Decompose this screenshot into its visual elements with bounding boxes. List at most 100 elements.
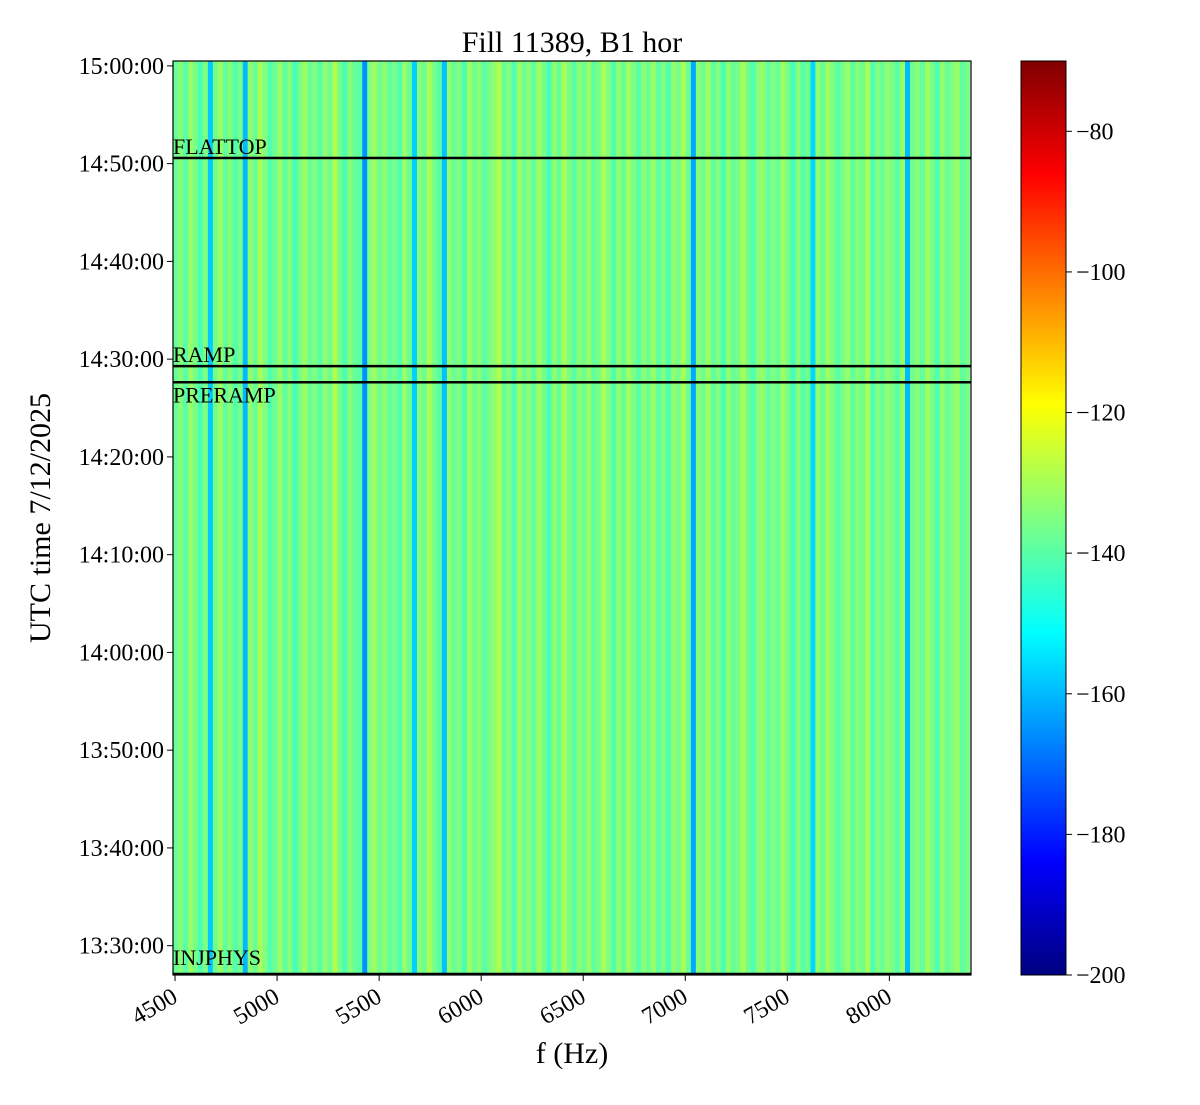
x-axis: 4500 5000 5500 6000 6500 7000 7500 8000 <box>127 975 896 1030</box>
heatmap-cell <box>412 61 418 975</box>
event-markers: FLATTOP RAMP PRERAMP INJPHYS <box>173 134 971 976</box>
heatmap-cell <box>720 61 727 975</box>
heatmap-cell <box>616 61 622 975</box>
x-tick-label: 7500 <box>740 984 795 1031</box>
colorbar-tick-label: −140 <box>1076 541 1126 567</box>
x-tick-label: 4500 <box>127 984 182 1031</box>
heatmap-cell <box>267 61 273 975</box>
heatmap-cell <box>621 61 627 975</box>
heatmap-cell <box>192 61 199 975</box>
heatmap-cell <box>730 61 737 975</box>
y-tick-label: 14:20:00 <box>79 445 164 471</box>
heatmap-cell <box>890 61 896 975</box>
heatmap-cell <box>810 61 816 975</box>
heatmap-cell <box>661 61 667 975</box>
heatmap-cell <box>282 61 288 975</box>
heatmap-cell <box>651 61 657 975</box>
heatmap-cell <box>247 61 253 975</box>
heatmap-cell <box>536 61 542 975</box>
heatmap-cell <box>611 61 617 975</box>
heatmap-cell <box>297 61 303 975</box>
heatmap-cell <box>521 61 527 975</box>
heatmap-cell <box>805 61 811 975</box>
y-tick-label: 14:50:00 <box>79 152 164 178</box>
heatmap-cell <box>900 61 906 975</box>
heatmap-cell <box>551 61 557 975</box>
heatmap-cell <box>491 61 497 975</box>
heatmap-cell <box>446 61 453 975</box>
heatmap-cell <box>177 61 184 975</box>
colorbar-axis: −80 −100 −120 −140 −160 −180 −200 <box>1066 119 1126 989</box>
heatmap-cell <box>745 61 751 975</box>
heatmap-cell <box>795 61 801 975</box>
heatmap-cell <box>885 61 891 975</box>
heatmap-cell <box>685 61 692 975</box>
heatmap-cell <box>571 61 577 975</box>
heatmap-cell <box>212 61 219 975</box>
heatmap-cell <box>367 61 373 975</box>
x-tick-label: 5000 <box>230 984 285 1031</box>
heatmap-cell <box>675 61 682 975</box>
heatmap-cell <box>546 61 552 975</box>
heatmap-cell <box>471 61 478 975</box>
heatmap-cell <box>835 61 841 975</box>
heatmap-cell <box>352 61 358 975</box>
plot-frame <box>172 60 972 976</box>
heatmap-cell <box>641 61 647 975</box>
heatmap-cell <box>820 61 826 975</box>
heatmap-cell <box>606 61 612 975</box>
heatmap-cell <box>461 61 468 975</box>
heatmap-cell <box>934 61 941 975</box>
heatmap-cell <box>855 61 861 975</box>
heatmap-cell <box>187 61 194 975</box>
heatmap-cell <box>944 61 951 975</box>
heatmap-cell <box>924 61 931 975</box>
heatmap-cell <box>845 61 851 975</box>
heatmap-cell <box>860 61 866 975</box>
heatmap-cells <box>173 61 971 975</box>
heatmap-cell <box>202 61 209 975</box>
heatmap-cell <box>825 61 831 975</box>
heatmap-cell <box>875 61 881 975</box>
heatmap-cell <box>631 61 637 975</box>
heatmap-cell <box>725 61 732 975</box>
heatmap-cell <box>387 61 393 975</box>
heatmap-cell <box>237 61 244 975</box>
heatmap-cell <box>302 61 308 975</box>
heatmap-cell <box>531 61 537 975</box>
heatmap-cell <box>182 61 189 975</box>
heatmap-cell <box>257 61 263 975</box>
heatmap-cell <box>421 61 428 975</box>
heatmap-cell <box>561 61 567 975</box>
heatmap-cell <box>307 61 313 975</box>
heatmap-cell <box>815 61 821 975</box>
heatmap-cell <box>905 61 911 975</box>
heatmap-cell <box>496 61 502 975</box>
event-label: RAMP <box>173 342 235 367</box>
event-label: FLATTOP <box>173 134 267 159</box>
heatmap-cell <box>710 61 717 975</box>
heatmap-cell <box>362 61 368 975</box>
colorbar-tick-label: −120 <box>1076 401 1126 427</box>
heatmap-cell <box>402 61 408 975</box>
heatmap-cell <box>939 61 946 975</box>
heatmap-cell <box>690 61 697 975</box>
heatmap-cell <box>780 61 786 975</box>
y-tick-label: 13:40:00 <box>79 836 164 862</box>
heatmap-cell <box>436 61 443 975</box>
heatmap-cell <box>541 61 547 975</box>
heatmap-cell <box>262 61 268 975</box>
colorbar-tick-label: −80 <box>1076 119 1114 145</box>
colorbar-tick-label: −180 <box>1076 822 1126 848</box>
heatmap-cell <box>670 61 677 975</box>
heatmap-cell <box>476 61 483 975</box>
heatmap-cell <box>626 61 632 975</box>
heatmap-cell <box>526 61 532 975</box>
x-tick-label: 6500 <box>536 984 591 1031</box>
x-tick-label: 7000 <box>638 984 693 1031</box>
heatmap-cell <box>207 61 214 975</box>
heatmap-cell <box>556 61 562 975</box>
heatmap-cell <box>511 61 517 975</box>
heatmap-cell <box>327 61 333 975</box>
heatmap-cell <box>865 61 871 975</box>
